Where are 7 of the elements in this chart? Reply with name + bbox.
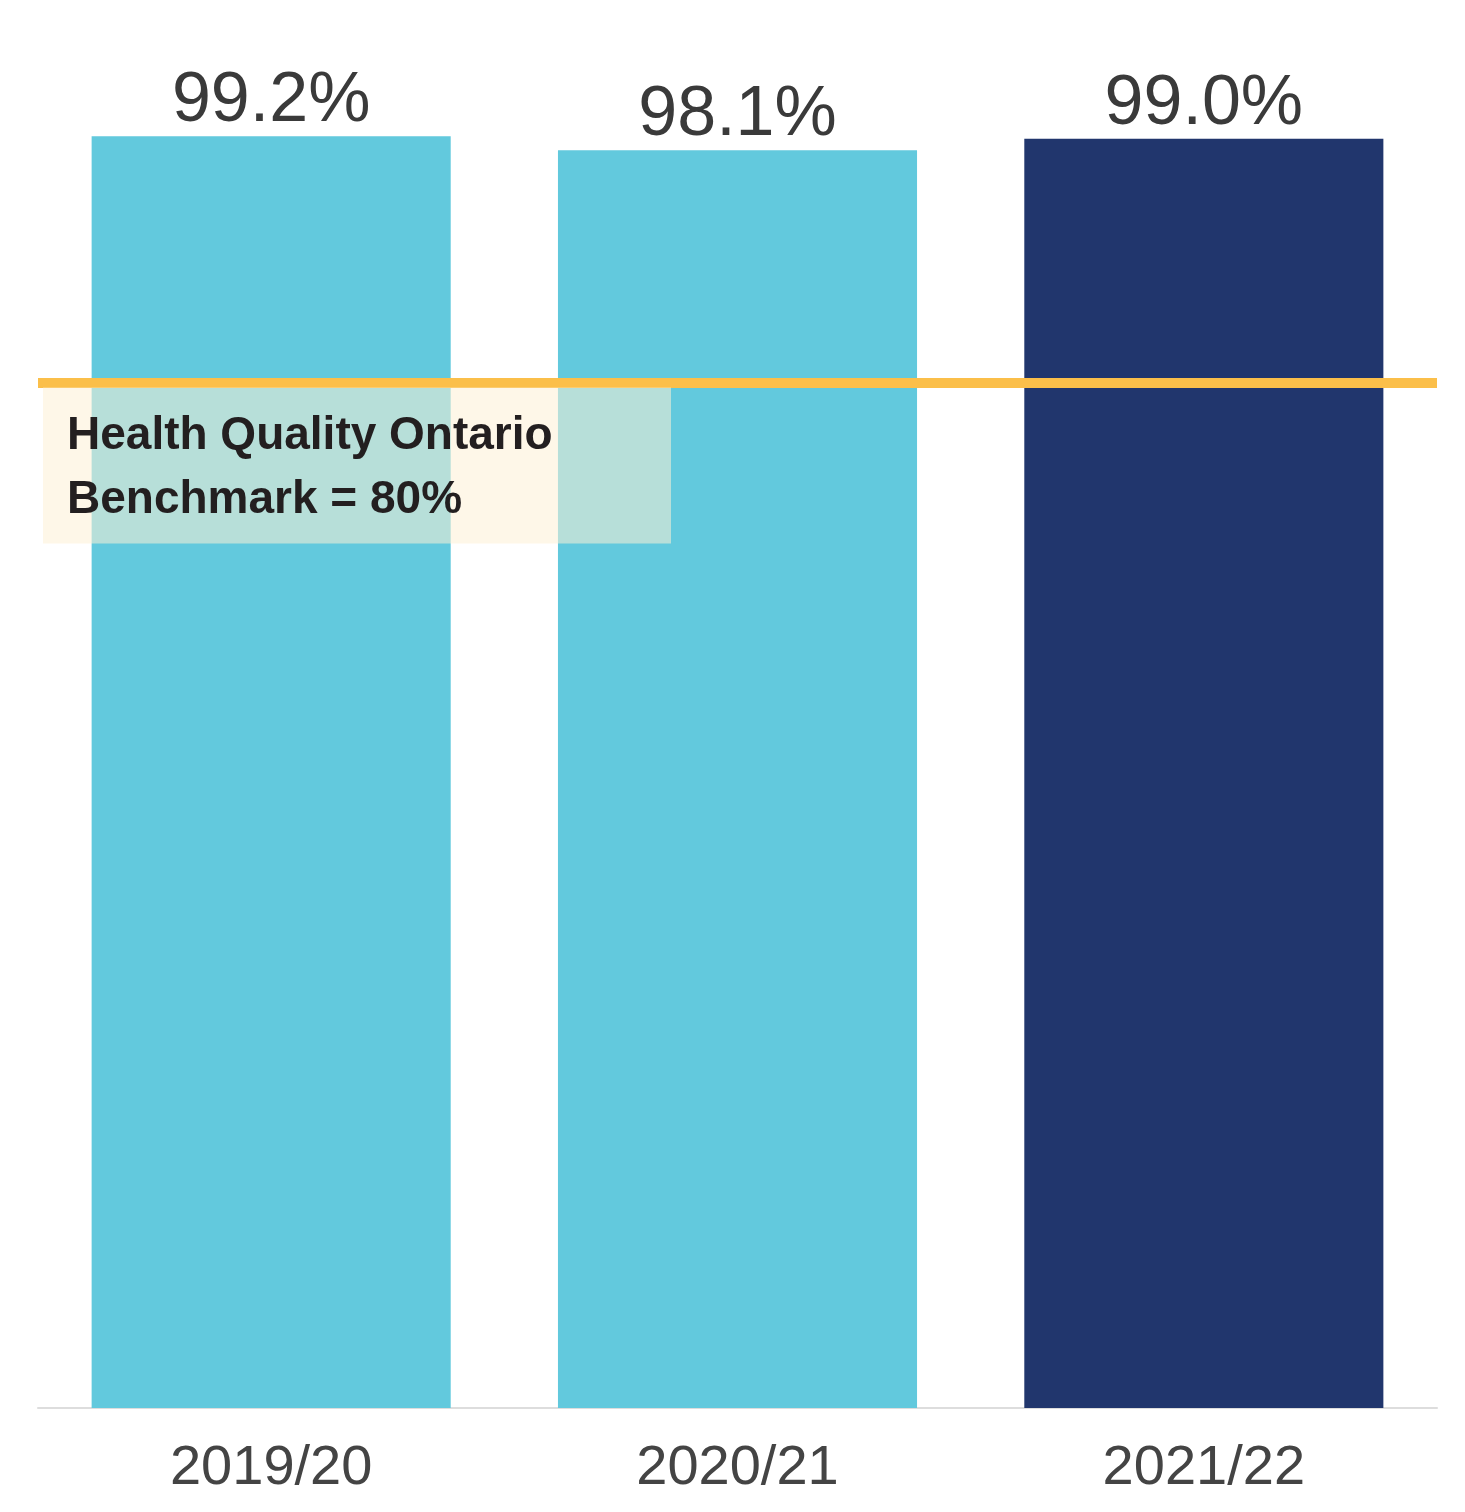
data-label: 99.2% bbox=[171, 58, 371, 137]
data-label: 99.0% bbox=[1104, 60, 1304, 139]
x-tick-label: 2019/20 bbox=[169, 1432, 373, 1496]
x-tick-label: 2020/21 bbox=[636, 1432, 839, 1496]
data-label: 98.1% bbox=[638, 72, 837, 151]
x-tick-label: 2021/22 bbox=[1102, 1432, 1306, 1496]
ref-line-label: Health Quality Ontario Benchmark = 80% bbox=[67, 407, 566, 524]
